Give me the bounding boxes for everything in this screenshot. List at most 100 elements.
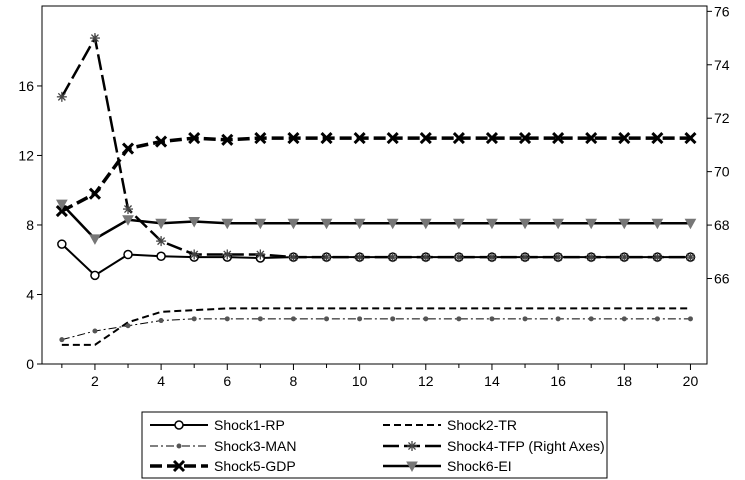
right-axis: 66 68 70 72 74 76	[707, 3, 730, 287]
legend-marker	[406, 461, 418, 473]
data-point	[619, 252, 630, 263]
series-line	[60, 203, 691, 241]
data-point	[254, 132, 267, 145]
data-point	[553, 252, 564, 263]
legend-item: Shock6-EI	[383, 458, 512, 474]
data-point	[222, 249, 233, 260]
data-point	[456, 316, 462, 322]
data-point	[419, 132, 432, 145]
data-point	[122, 215, 134, 226]
data-point	[321, 252, 332, 263]
data-point	[489, 316, 495, 322]
legend-label: Shock3-MAN	[214, 438, 296, 454]
legend-item: Shock5-GDP	[150, 458, 296, 474]
data-point	[423, 316, 429, 322]
right-tick-label: 68	[714, 217, 730, 233]
data-point	[453, 252, 464, 263]
data-point	[651, 132, 664, 145]
series-line	[60, 34, 691, 259]
x-tick-label: 12	[418, 373, 434, 389]
x-tick-label: 6	[223, 373, 231, 389]
left-tick-label: 0	[26, 356, 34, 372]
x-tick-label: 4	[157, 373, 165, 389]
data-point	[121, 142, 135, 155]
left-tick-label: 8	[26, 217, 34, 233]
x-tick-label: 16	[550, 373, 566, 389]
data-point	[387, 252, 398, 263]
data-point	[191, 316, 197, 322]
legend-item: Shock2-TR	[383, 417, 517, 433]
legend-marker	[176, 443, 182, 449]
data-point	[88, 187, 101, 200]
series-line	[61, 307, 691, 346]
data-point	[221, 133, 234, 146]
left-tick-label: 12	[18, 147, 34, 163]
right-tick-label: 66	[714, 271, 730, 287]
data-point	[621, 316, 627, 322]
data-point	[92, 328, 98, 334]
data-point	[452, 132, 465, 145]
data-point	[684, 218, 697, 230]
data-point	[324, 316, 330, 322]
data-point	[585, 132, 598, 145]
data-point	[90, 270, 100, 281]
data-point	[288, 252, 299, 263]
data-point	[486, 218, 498, 230]
data-point	[156, 251, 166, 262]
data-point	[221, 218, 234, 230]
data-point	[685, 252, 696, 263]
x-axis: 2 4 6 8 10 12 14 16 18 20	[61, 364, 698, 389]
legend: Shock1-RP Shock2-TR Shock3-MAN Shock4-TFP (…	[141, 411, 608, 479]
x-tick-label: 10	[352, 373, 368, 389]
data-point	[156, 236, 167, 247]
x-tick-label: 18	[616, 373, 632, 389]
series-2	[61, 307, 691, 346]
legend-label: Shock1-RP	[214, 417, 285, 433]
data-point	[522, 316, 528, 322]
data-point	[123, 204, 134, 215]
data-point	[89, 234, 101, 245]
series-line	[61, 318, 691, 341]
legend-item: Shock1-RP	[150, 417, 285, 433]
legend-label: Shock6-EI	[447, 458, 512, 474]
data-point	[652, 252, 663, 263]
data-point	[618, 218, 631, 230]
data-point	[519, 218, 531, 230]
data-point	[386, 218, 399, 230]
x-tick-label: 8	[290, 373, 298, 389]
legend-marker	[407, 441, 417, 451]
legend-item: Shock4-TFP (Right Axes)	[383, 438, 605, 454]
data-point	[585, 218, 598, 230]
legend-marker	[174, 420, 184, 430]
legend-label: Shock5-GDP	[214, 458, 296, 474]
data-point	[59, 337, 65, 343]
data-point	[486, 252, 497, 263]
legend-label: Shock2-TR	[447, 417, 517, 433]
data-point	[654, 316, 660, 322]
data-point	[255, 249, 266, 260]
data-point	[687, 316, 693, 322]
data-point	[189, 249, 200, 260]
data-point	[290, 316, 296, 322]
data-point	[353, 132, 366, 145]
data-point	[552, 218, 564, 230]
data-point	[320, 218, 333, 230]
data-point	[224, 316, 230, 322]
legend-label: Shock4-TFP (Right Axes)	[447, 438, 605, 454]
data-point	[353, 218, 366, 230]
left-tick-label: 16	[18, 78, 34, 94]
series-4	[56, 33, 696, 263]
data-point	[520, 252, 531, 263]
data-point	[651, 218, 664, 230]
data-point	[555, 316, 561, 322]
right-tick-label: 70	[714, 164, 730, 180]
data-point	[257, 316, 263, 322]
data-point	[390, 316, 396, 322]
series-5	[55, 132, 697, 218]
data-point	[684, 132, 697, 145]
data-point	[320, 132, 333, 145]
data-point	[552, 132, 565, 145]
data-point	[56, 91, 67, 102]
data-point	[188, 216, 201, 228]
